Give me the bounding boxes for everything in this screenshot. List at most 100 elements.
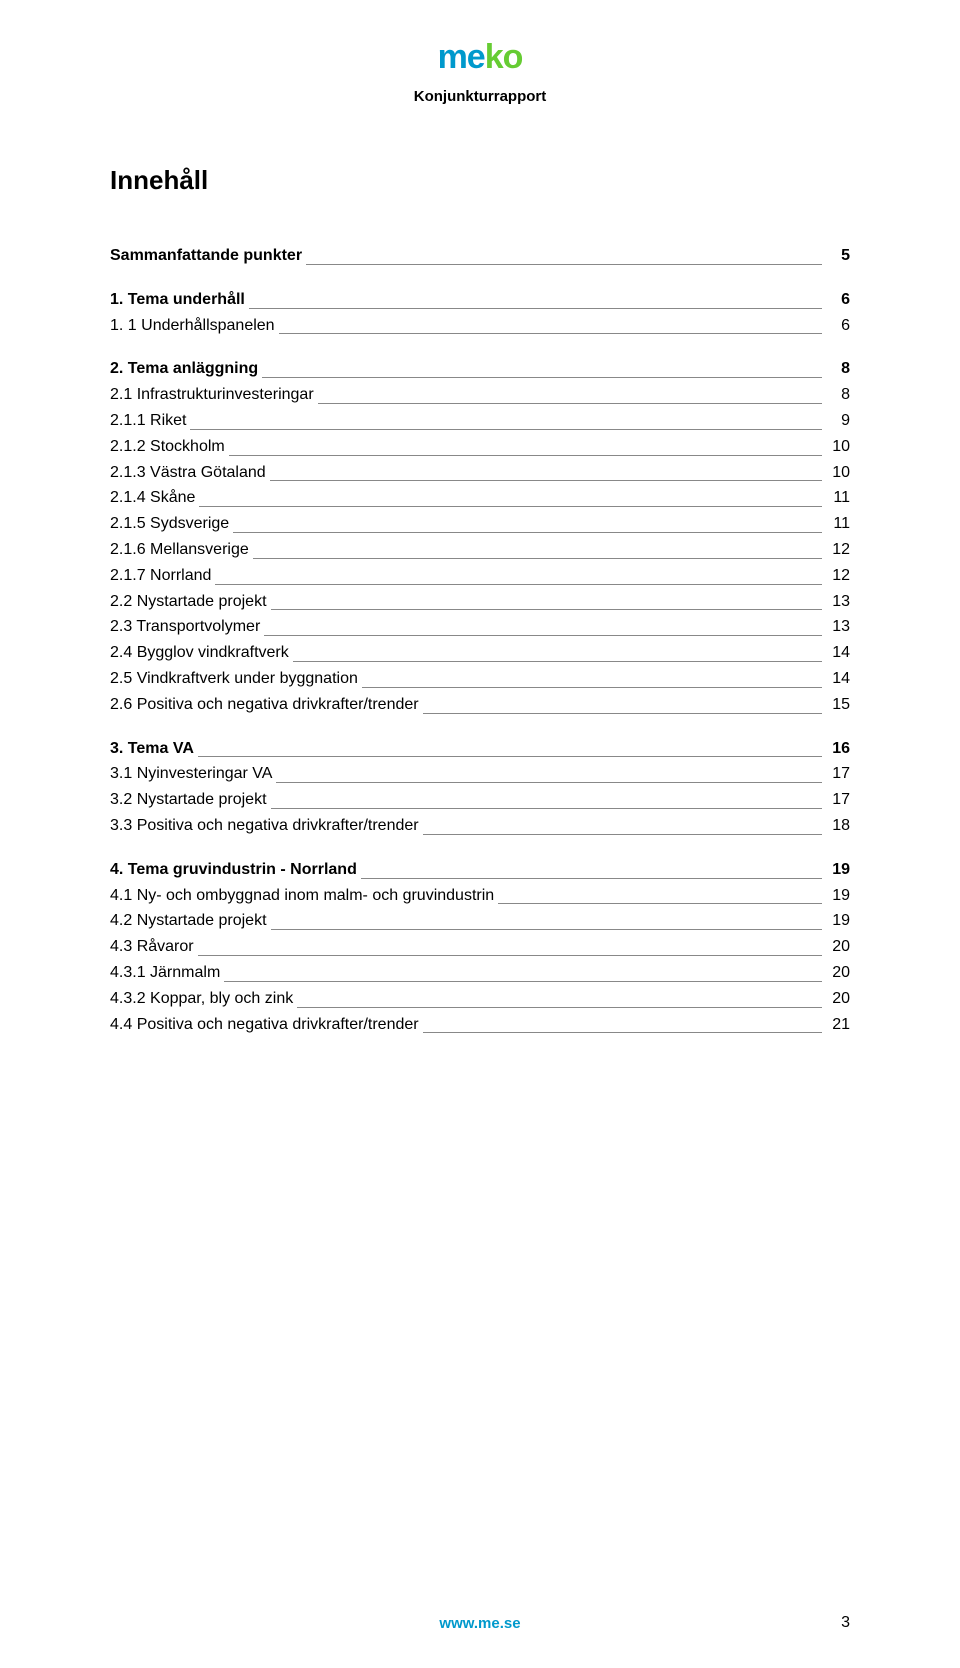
toc-label: 2.1 Infrastrukturinvesteringar [110, 383, 314, 408]
toc-row: 2.2 Nystartade projekt13 [110, 590, 850, 615]
toc-row: 2.1 Infrastrukturinvesteringar 8 [110, 383, 850, 408]
toc-gap [110, 840, 850, 858]
toc-row: 4. Tema gruvindustrin - Norrland 19 [110, 858, 850, 883]
toc-page: 12 [826, 538, 850, 563]
toc-label: 4.4 Positiva och negativa drivkrafter/tr… [110, 1013, 419, 1038]
toc-leader [224, 981, 822, 982]
toc-page: 20 [826, 961, 850, 986]
toc-leader [271, 808, 822, 809]
toc-label: 2. Tema anläggning [110, 357, 258, 382]
toc-row: 1. Tema underhåll6 [110, 288, 850, 313]
toc-label: 2.1.3 Västra Götaland [110, 461, 266, 486]
toc-row: 4.2 Nystartade projekt19 [110, 909, 850, 934]
toc-label: 2.2 Nystartade projekt [110, 590, 267, 615]
content-title: Innehåll [110, 165, 850, 196]
toc-page: 10 [826, 461, 850, 486]
toc-leader [233, 532, 822, 533]
toc-label: 2.1.6 Mellansverige [110, 538, 249, 563]
logo: meko [438, 40, 523, 74]
toc-page: 8 [826, 383, 850, 408]
toc-page: 17 [826, 762, 850, 787]
toc-label: Sammanfattande punkter [110, 244, 302, 269]
logo-char-o: o [503, 38, 523, 76]
logo-char-m: m [438, 38, 467, 76]
toc-row: 4.3.2 Koppar, bly och zink 20 [110, 987, 850, 1012]
toc-label: 3. Tema VA [110, 737, 194, 762]
toc-leader [271, 929, 822, 930]
toc-row: 4.1 Ny- och ombyggnad inom malm- och gru… [110, 884, 850, 909]
toc-leader [199, 506, 822, 507]
toc-page: 13 [826, 615, 850, 640]
toc-gap [110, 719, 850, 737]
toc-leader [293, 661, 822, 662]
toc-label: 1. 1 Underhållspanelen [110, 314, 275, 339]
toc-row: 2. Tema anläggning8 [110, 357, 850, 382]
toc-label: 4. Tema gruvindustrin - Norrland [110, 858, 357, 883]
toc-leader [297, 1007, 822, 1008]
toc-leader [498, 903, 822, 904]
toc-label: 2.6 Positiva och negativa drivkrafter/tr… [110, 693, 419, 718]
toc-label: 2.1.5 Sydsverige [110, 512, 229, 537]
toc-page: 5 [826, 244, 850, 269]
toc-label: 2.3 Transportvolymer [110, 615, 260, 640]
toc-page: 18 [826, 814, 850, 839]
toc-gap [110, 339, 850, 357]
toc-page: 17 [826, 788, 850, 813]
toc-row: 2.1.1 Riket9 [110, 409, 850, 434]
toc-leader [423, 713, 822, 714]
toc-page: 11 [826, 512, 850, 537]
logo-char-k: k [485, 38, 503, 76]
toc-label: 2.5 Vindkraftverk under byggnation [110, 667, 358, 692]
toc-leader [198, 955, 822, 956]
toc-leader [198, 756, 822, 757]
toc-label: 2.1.2 Stockholm [110, 435, 225, 460]
toc-page: 15 [826, 693, 850, 718]
toc-page: 11 [826, 486, 850, 511]
toc-page: 20 [826, 987, 850, 1012]
toc-leader [279, 333, 822, 334]
toc-page: 14 [826, 667, 850, 692]
toc-leader [229, 455, 822, 456]
toc-page: 21 [826, 1013, 850, 1038]
toc-leader [423, 1032, 822, 1033]
toc-label: 3.3 Positiva och negativa drivkrafter/tr… [110, 814, 419, 839]
toc-leader [253, 558, 822, 559]
toc-row: 3.2 Nystartade projekt17 [110, 788, 850, 813]
toc-row: 4.4 Positiva och negativa drivkrafter/tr… [110, 1013, 850, 1038]
header-subtitle: Konjunkturrapport [110, 88, 850, 105]
toc-label: 2.1.4 Skåne [110, 486, 195, 511]
toc-row: 2.1.5 Sydsverige 11 [110, 512, 850, 537]
toc-row: 2.1.2 Stockholm 10 [110, 435, 850, 460]
table-of-contents: Sammanfattande punkter 5 1. Tema underhåll… [110, 244, 850, 1037]
toc-label: 4.1 Ny- och ombyggnad inom malm- och gru… [110, 884, 494, 909]
toc-leader [361, 878, 822, 879]
toc-leader [264, 635, 822, 636]
toc-page: 12 [826, 564, 850, 589]
toc-leader [270, 480, 822, 481]
toc-label: 3.1 Nyinvesteringar VA [110, 762, 272, 787]
toc-page: 10 [826, 435, 850, 460]
toc-leader [262, 377, 822, 378]
toc-row: 3. Tema VA16 [110, 737, 850, 762]
toc-label: 4.3.2 Koppar, bly och zink [110, 987, 293, 1012]
toc-label: 4.3.1 Järnmalm [110, 961, 220, 986]
toc-leader [276, 782, 822, 783]
toc-row: 2.1.3 Västra Götaland 10 [110, 461, 850, 486]
toc-label: 2.1.1 Riket [110, 409, 186, 434]
toc-row: 2.3 Transportvolymer 13 [110, 615, 850, 640]
toc-row: 4.3 Råvaror20 [110, 935, 850, 960]
page-container: meko Konjunkturrapport Innehåll Sammanfa… [0, 0, 960, 1668]
toc-leader [318, 403, 822, 404]
toc-page: 19 [826, 884, 850, 909]
page-header: meko Konjunkturrapport [110, 40, 850, 105]
toc-row: 2.1.4 Skåne 11 [110, 486, 850, 511]
toc-page: 20 [826, 935, 850, 960]
toc-row: 2.6 Positiva och negativa drivkrafter/tr… [110, 693, 850, 718]
toc-row: 2.5 Vindkraftverk under byggnation 14 [110, 667, 850, 692]
toc-leader [306, 264, 822, 265]
toc-page: 19 [826, 858, 850, 883]
toc-label: 4.2 Nystartade projekt [110, 909, 267, 934]
toc-row: 3.1 Nyinvesteringar VA 17 [110, 762, 850, 787]
toc-label: 2.1.7 Norrland [110, 564, 211, 589]
toc-label: 2.4 Bygglov vindkraftverk [110, 641, 289, 666]
